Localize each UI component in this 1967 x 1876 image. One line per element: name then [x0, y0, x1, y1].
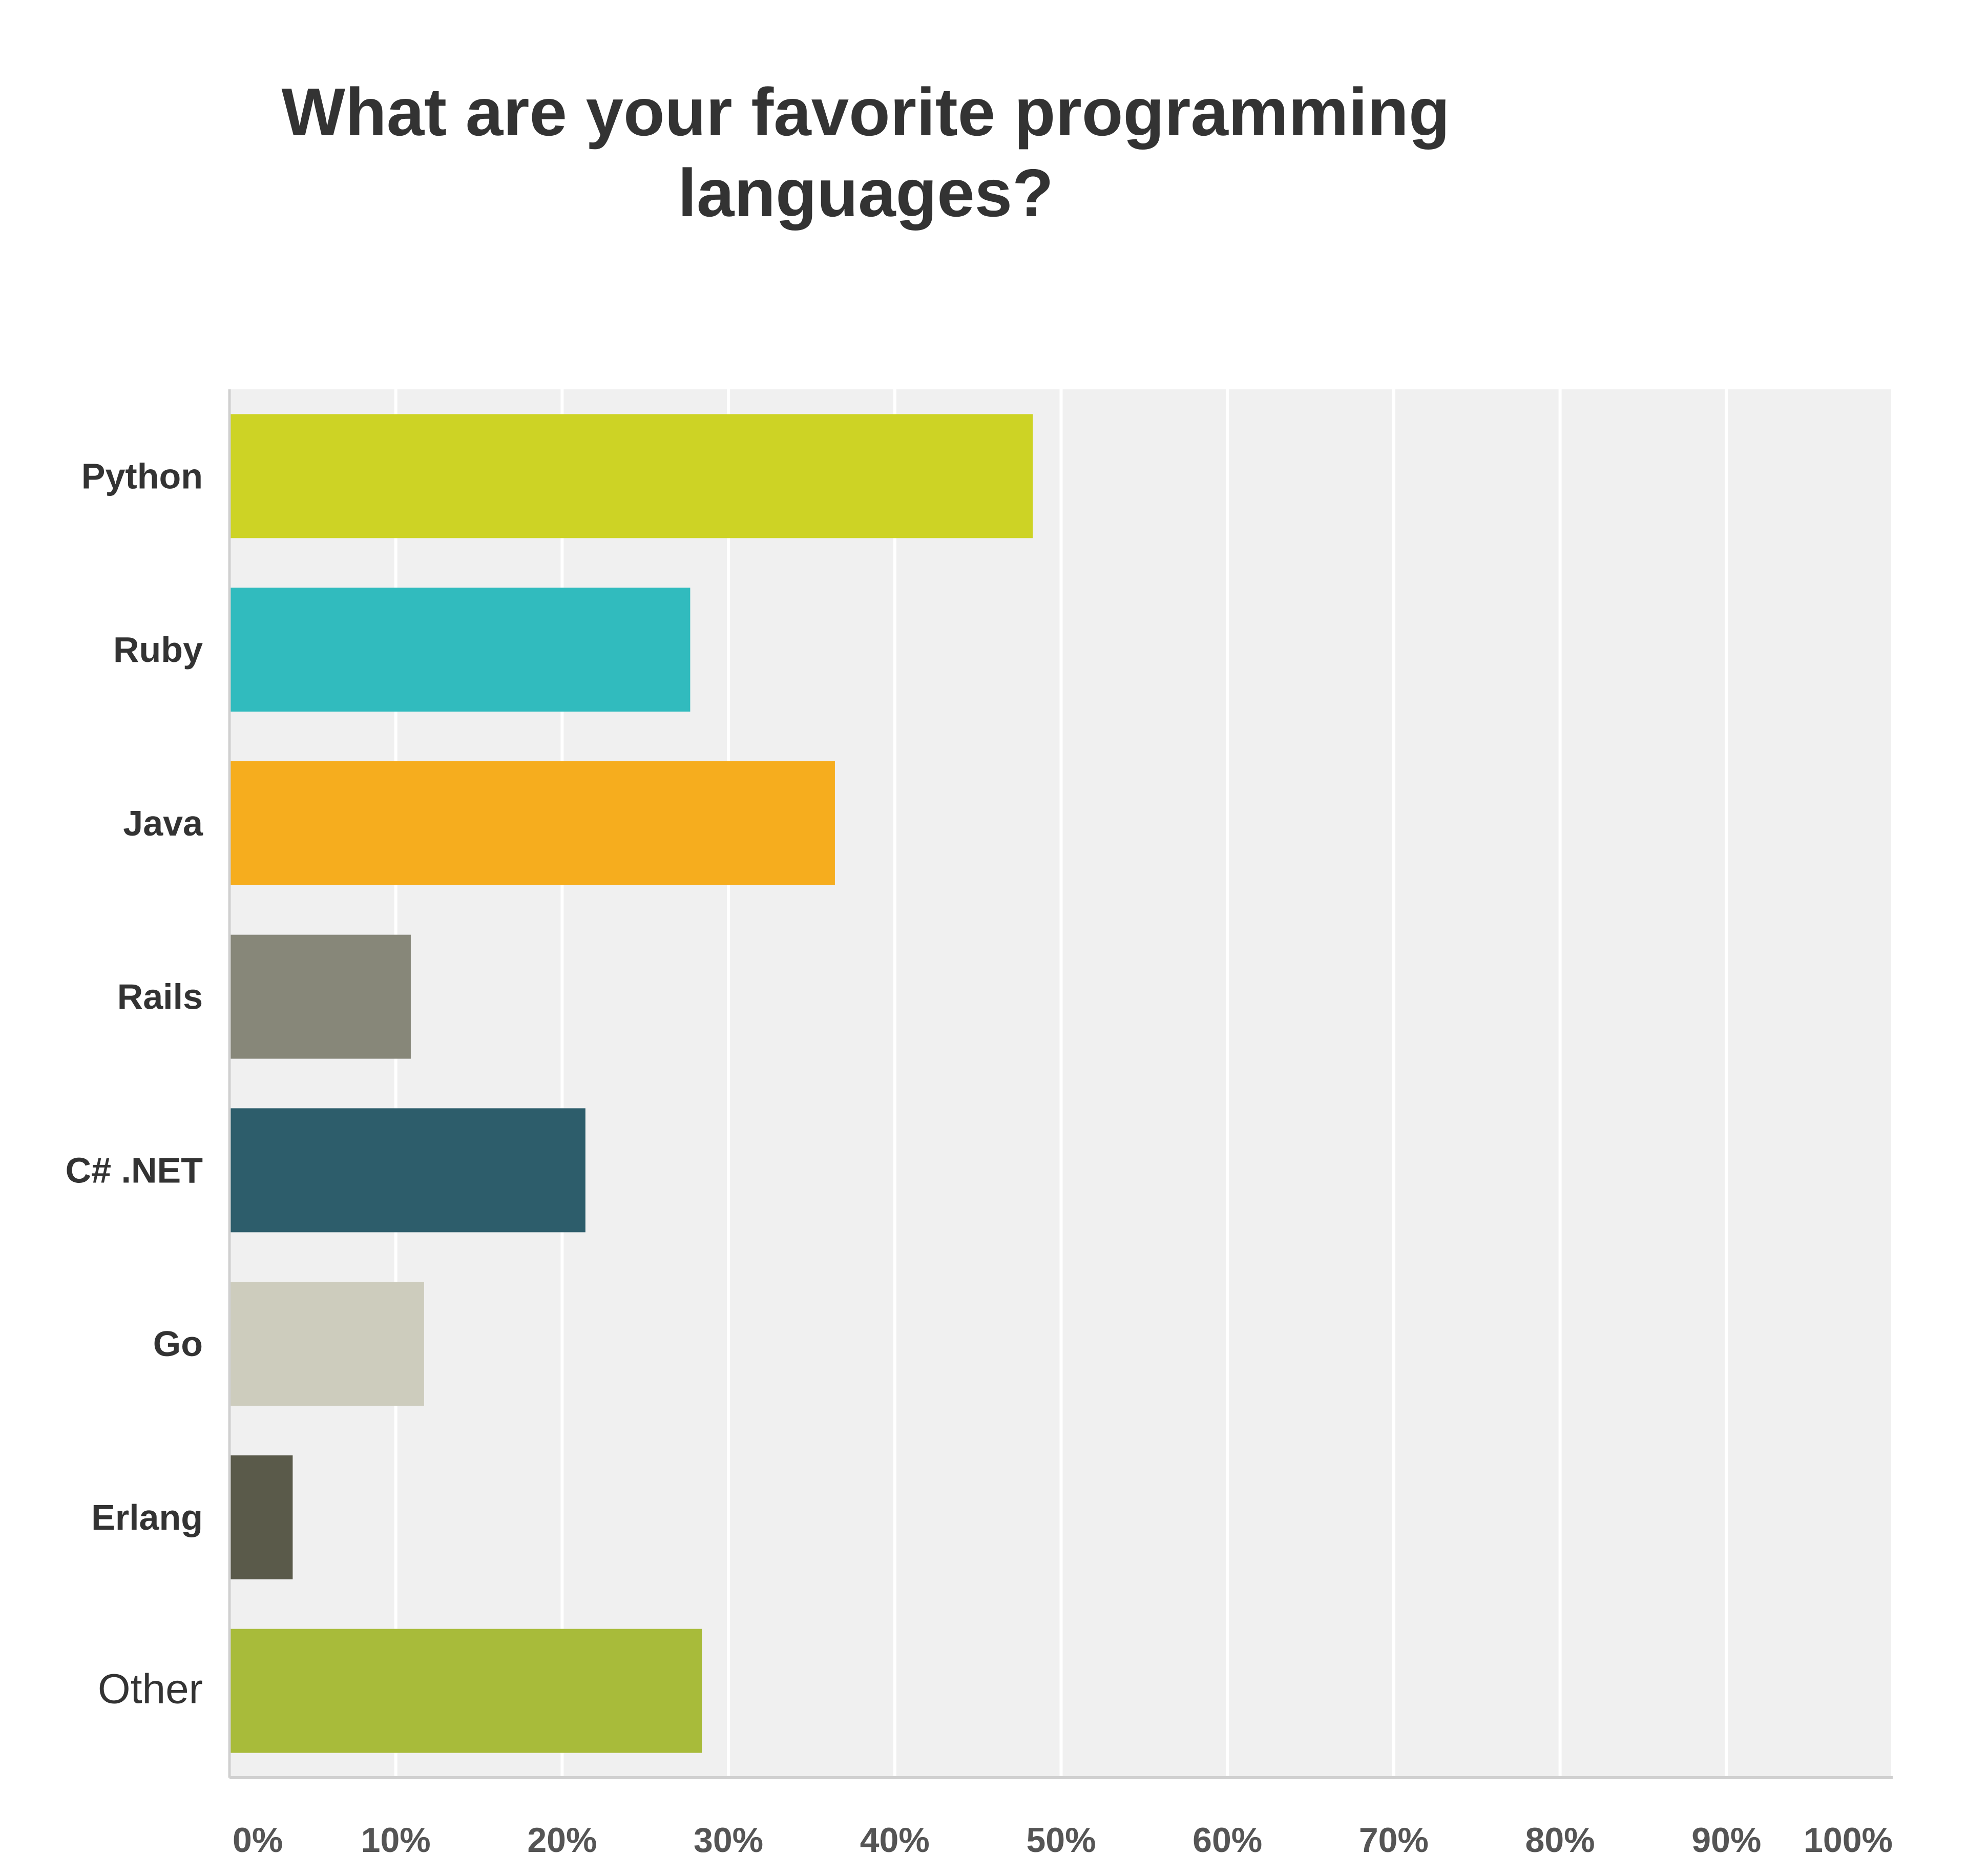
category-label: Python [81, 456, 203, 496]
axes [228, 389, 1893, 1779]
bars [229, 414, 1033, 1753]
bar-go [229, 1282, 424, 1406]
category-label: Ruby [113, 630, 203, 670]
category-label: Other [98, 1666, 203, 1713]
x-tick-label: 20% [527, 1821, 597, 1860]
bar-python [229, 414, 1033, 538]
bar-c-net [229, 1108, 585, 1233]
bar-other [229, 1629, 702, 1753]
x-tick-label: 90% [1691, 1821, 1761, 1860]
x-tick-label: 60% [1192, 1821, 1262, 1860]
category-label: Rails [117, 977, 203, 1017]
category-label: C# .NET [66, 1150, 203, 1190]
category-label: Java [123, 803, 203, 843]
x-tick-label: 0% [233, 1821, 283, 1860]
tick-labels: 0% 10% 20% 30% 40% 50% 60% 70% 80% 90% 100% [233, 1821, 1893, 1860]
category-labels: Python Ruby Java Rails C# .NET Go Erlang Other [66, 456, 203, 1712]
bar-erlang [229, 1455, 293, 1579]
chart-title: What are your favorite programming langu… [281, 74, 1450, 231]
bar-ruby [229, 588, 690, 712]
x-tick-label: 100% [1804, 1821, 1893, 1860]
x-tick-label: 40% [860, 1821, 930, 1860]
x-tick-label: 30% [694, 1821, 763, 1860]
x-tick-label: 80% [1525, 1821, 1595, 1860]
x-tick-label: 10% [361, 1821, 431, 1860]
category-label: Erlang [91, 1497, 203, 1537]
x-tick-label: 70% [1359, 1821, 1429, 1860]
bar-rails [229, 934, 411, 1059]
category-label: Go [153, 1324, 203, 1364]
x-tick-label: 50% [1026, 1821, 1096, 1860]
bar-java [229, 761, 835, 885]
